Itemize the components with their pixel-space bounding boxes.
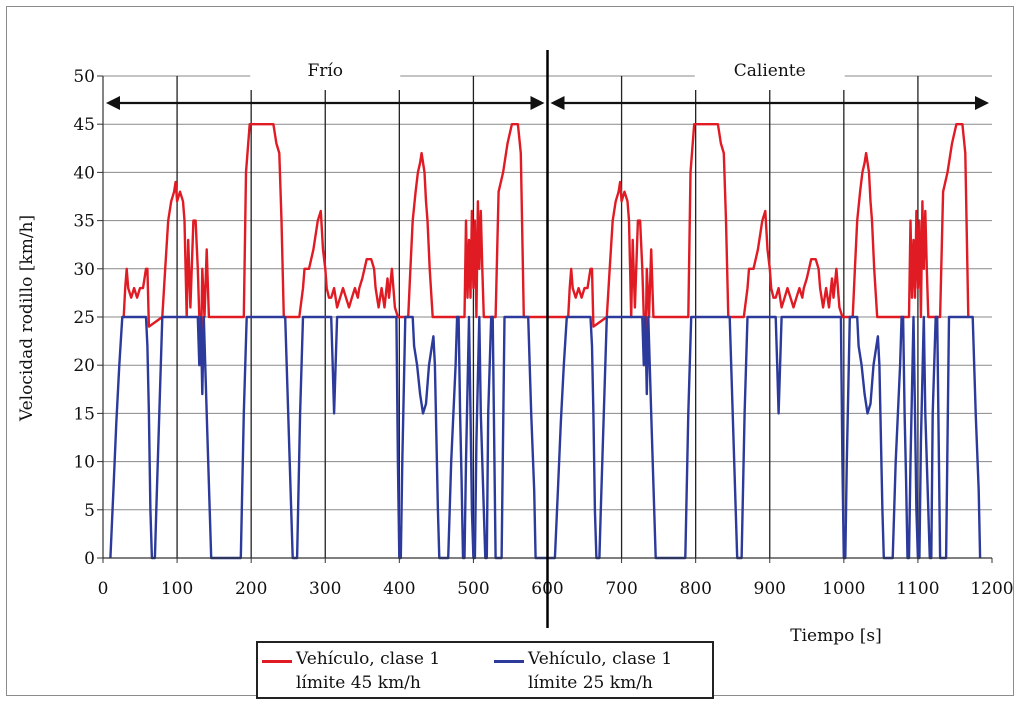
series-layer [109,123,982,560]
legend-swatch-blue [494,660,524,663]
x-tick-label: 100 [161,579,193,599]
x-tick-label: 1100 [896,579,939,599]
y-tick-label: 30 [73,260,95,280]
phase-arrow-head-left [550,96,565,110]
y-axis-label: Velocidad rodillo [km/h] [17,215,37,422]
y-tick-label: 5 [84,501,95,521]
y-tick-label: 45 [73,115,95,135]
axes-layer: 0510152025303540455001002003004005006007… [73,50,1014,628]
phase-label: Frío [307,61,343,81]
phase-arrow-head-left [106,96,120,110]
phase-arrow: Frío [106,56,545,110]
x-tick-label: 400 [383,579,415,599]
phase-label: Caliente [734,61,806,81]
y-tick-label: 15 [73,404,95,424]
x-tick-label: 900 [754,579,786,599]
phase-label-bg [694,56,845,90]
y-tick-label: 50 [73,67,95,87]
legend-swatch-red [262,660,292,663]
x-tick-label: 200 [235,579,267,599]
x-tick-label: 300 [309,579,341,599]
series-line-45kmh [122,123,970,367]
x-tick-label: 1000 [822,579,865,599]
phase-arrow: Caliente [550,56,989,110]
legend-label-red-line2: límite 45 km/h [296,673,421,693]
x-tick-label: 800 [679,579,711,599]
phase-arrow-head-right [975,96,989,110]
legend-label-blue-line2: límite 25 km/h [528,673,653,693]
y-tick-label: 25 [73,308,95,328]
x-tick-label: 0 [98,579,109,599]
phase-label-bg [250,56,401,90]
y-tick-label: 40 [73,163,95,183]
legend-label-blue-line1: Vehículo, clase 1 [528,649,673,669]
series-line-25kmh [109,315,982,560]
x-tick-label: 700 [605,579,637,599]
y-tick-label: 0 [84,549,95,569]
legend-label-red-line1: Vehículo, clase 1 [296,649,441,669]
y-tick-label: 35 [73,212,95,232]
y-tick-label: 20 [73,356,95,376]
x-tick-label: 500 [457,579,489,599]
x-tick-label: 1200 [970,579,1013,599]
chart-legend: Vehículo, clase 1 límite 45 km/h Vehícul… [256,641,714,699]
x-axis-label: Tiempo [s] [790,626,881,646]
y-tick-label: 10 [73,453,95,473]
phase-arrow-head-right [530,96,545,110]
